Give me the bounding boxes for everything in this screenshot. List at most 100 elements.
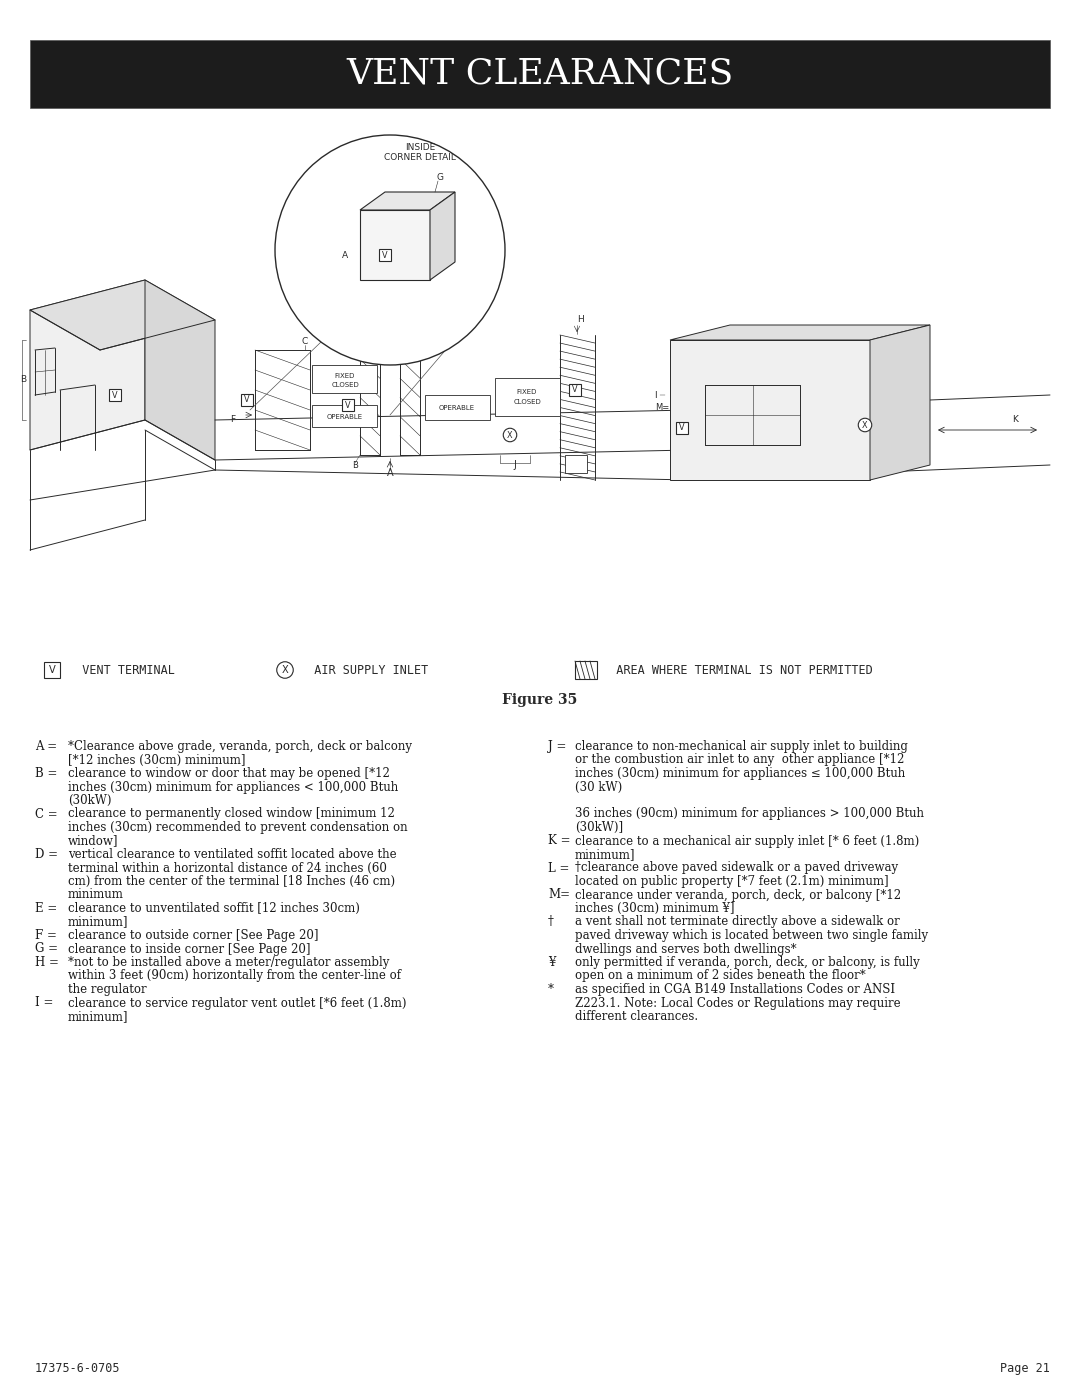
Text: J =: J = (548, 740, 566, 753)
Text: F: F (230, 415, 235, 425)
Text: clearance to window or door that may be opened [*12: clearance to window or door that may be … (68, 767, 390, 780)
Text: C =: C = (35, 807, 57, 820)
Text: H =: H = (35, 956, 59, 970)
Text: V: V (49, 665, 55, 675)
Text: FIXED: FIXED (335, 373, 355, 379)
Text: clearance to permanently closed window [minimum 12: clearance to permanently closed window [… (68, 807, 395, 820)
Text: [*12 inches (30cm) minimum]: [*12 inches (30cm) minimum] (68, 753, 245, 767)
Bar (109, 388, 121, 401)
Text: dwellings and serves both dwellings*: dwellings and serves both dwellings* (575, 943, 797, 956)
Bar (312, 405, 377, 427)
Text: B =: B = (35, 767, 57, 780)
Text: different clearances.: different clearances. (575, 1010, 698, 1023)
Text: L =: L = (548, 862, 569, 875)
Polygon shape (30, 279, 145, 450)
Text: J: J (514, 460, 516, 469)
Text: VENT TERMINAL: VENT TERMINAL (68, 664, 175, 676)
Text: located on public property [*7 feet (2.1m) minimum]: located on public property [*7 feet (2.1… (575, 875, 889, 888)
Bar (241, 394, 254, 407)
Text: paved driveway which is located between two single family: paved driveway which is located between … (575, 929, 928, 942)
Text: (30kW)]: (30kW)] (575, 821, 623, 834)
Text: G =: G = (35, 943, 58, 956)
Text: FIXED: FIXED (517, 388, 537, 395)
Bar (341, 398, 354, 411)
Text: clearance to non-mechanical air supply inlet to building: clearance to non-mechanical air supply i… (575, 740, 908, 753)
Text: F =: F = (35, 929, 57, 942)
Bar (495, 379, 561, 416)
Bar (30, 41, 1050, 108)
Text: as specified in CGA B149 Installations Codes or ANSI: as specified in CGA B149 Installations C… (575, 983, 895, 996)
Circle shape (859, 418, 872, 432)
Text: ¥: ¥ (548, 956, 555, 970)
Text: D =: D = (35, 848, 58, 861)
Text: Z223.1. Note: Local Codes or Regulations may require: Z223.1. Note: Local Codes or Regulations… (575, 996, 901, 1010)
Bar (565, 455, 588, 474)
Bar (426, 395, 490, 420)
Text: OPERABLE: OPERABLE (327, 414, 363, 420)
Text: clearance to inside corner [See Page 20]: clearance to inside corner [See Page 20] (68, 943, 311, 956)
Text: M=: M= (548, 888, 570, 901)
Text: inches (30cm) minimum for appliances ≤ 100,000 Btuh: inches (30cm) minimum for appliances ≤ 1… (575, 767, 905, 780)
Text: CLOSED: CLOSED (332, 381, 359, 388)
Text: clearance to outside corner [See Page 20]: clearance to outside corner [See Page 20… (68, 929, 319, 942)
Text: or the combustion air inlet to any  other appliance [*12: or the combustion air inlet to any other… (575, 753, 904, 767)
Text: A =: A = (35, 740, 57, 753)
Text: E =: E = (35, 902, 57, 915)
Text: CLOSED: CLOSED (513, 400, 541, 405)
Polygon shape (30, 279, 215, 351)
Text: inches (30cm) minimum ¥]: inches (30cm) minimum ¥] (575, 902, 734, 915)
Text: clearance under veranda, porch, deck, or balcony [*12: clearance under veranda, porch, deck, or… (575, 888, 901, 901)
Bar (569, 384, 581, 397)
Bar (312, 365, 377, 393)
Text: (30 kW): (30 kW) (575, 781, 622, 793)
Text: 17375-6-0705: 17375-6-0705 (35, 1362, 121, 1375)
Text: Page 21: Page 21 (1000, 1362, 1050, 1375)
Text: AIR SUPPLY INLET: AIR SUPPLY INLET (300, 664, 429, 676)
Text: clearance to unventilated soffit [12 inches 30cm): clearance to unventilated soffit [12 inc… (68, 902, 360, 915)
Text: A: A (342, 250, 348, 260)
Text: *not to be installed above a meter/regulator assembly: *not to be installed above a meter/regul… (68, 956, 390, 970)
Text: window]: window] (68, 834, 119, 848)
Text: B: B (386, 327, 391, 337)
Text: minimum]: minimum] (68, 1010, 129, 1023)
Text: G: G (436, 173, 444, 183)
Text: (30kW): (30kW) (68, 793, 111, 807)
Text: vertical clearance to ventilated soffit located above the: vertical clearance to ventilated soffit … (68, 848, 396, 861)
Polygon shape (870, 326, 930, 481)
Text: M=: M= (654, 404, 670, 412)
Text: X: X (282, 665, 288, 675)
Polygon shape (145, 279, 215, 460)
Text: V: V (244, 395, 249, 405)
Text: a vent shall not terminate directly above a sidewalk or: a vent shall not terminate directly abov… (575, 915, 900, 929)
Text: inches (30cm) recommended to prevent condensation on: inches (30cm) recommended to prevent con… (68, 821, 407, 834)
Text: K: K (1012, 415, 1018, 425)
Text: the regulator: the regulator (68, 983, 147, 996)
Polygon shape (670, 326, 930, 339)
Text: V: V (679, 423, 685, 433)
Polygon shape (360, 191, 455, 210)
Text: inches (30cm) minimum for appliances < 100,000 Btuh: inches (30cm) minimum for appliances < 1… (68, 781, 399, 793)
Text: X: X (862, 420, 868, 429)
Text: clearance to service regulator vent outlet [*6 feet (1.8m): clearance to service regulator vent outl… (68, 996, 406, 1010)
Text: B: B (352, 461, 357, 469)
Text: OPERABLE: OPERABLE (438, 405, 475, 411)
Text: C: C (302, 338, 308, 346)
Text: †: † (548, 915, 554, 929)
Circle shape (503, 429, 516, 441)
Text: VENT CLEARANCES: VENT CLEARANCES (347, 57, 733, 91)
Text: clearance to a mechanical air supply inlet [* 6 feet (1.8m): clearance to a mechanical air supply inl… (575, 834, 919, 848)
Text: open on a minimum of 2 sides beneath the floor*: open on a minimum of 2 sides beneath the… (575, 970, 866, 982)
Text: INSIDE: INSIDE (405, 144, 435, 152)
Polygon shape (360, 210, 430, 279)
Bar (575, 661, 597, 679)
Text: *: * (548, 983, 554, 996)
Bar (676, 422, 688, 434)
Text: V: V (346, 401, 351, 409)
Text: A: A (387, 468, 393, 478)
Text: terminal within a horizontal distance of 24 inches (60: terminal within a horizontal distance of… (68, 862, 387, 875)
Text: I =: I = (35, 996, 53, 1010)
Text: minimum]: minimum] (68, 915, 129, 929)
Text: 36 inches (90cm) minimum for appliances > 100,000 Btuh: 36 inches (90cm) minimum for appliances … (575, 807, 924, 820)
Circle shape (276, 662, 294, 679)
Bar (44, 662, 59, 678)
